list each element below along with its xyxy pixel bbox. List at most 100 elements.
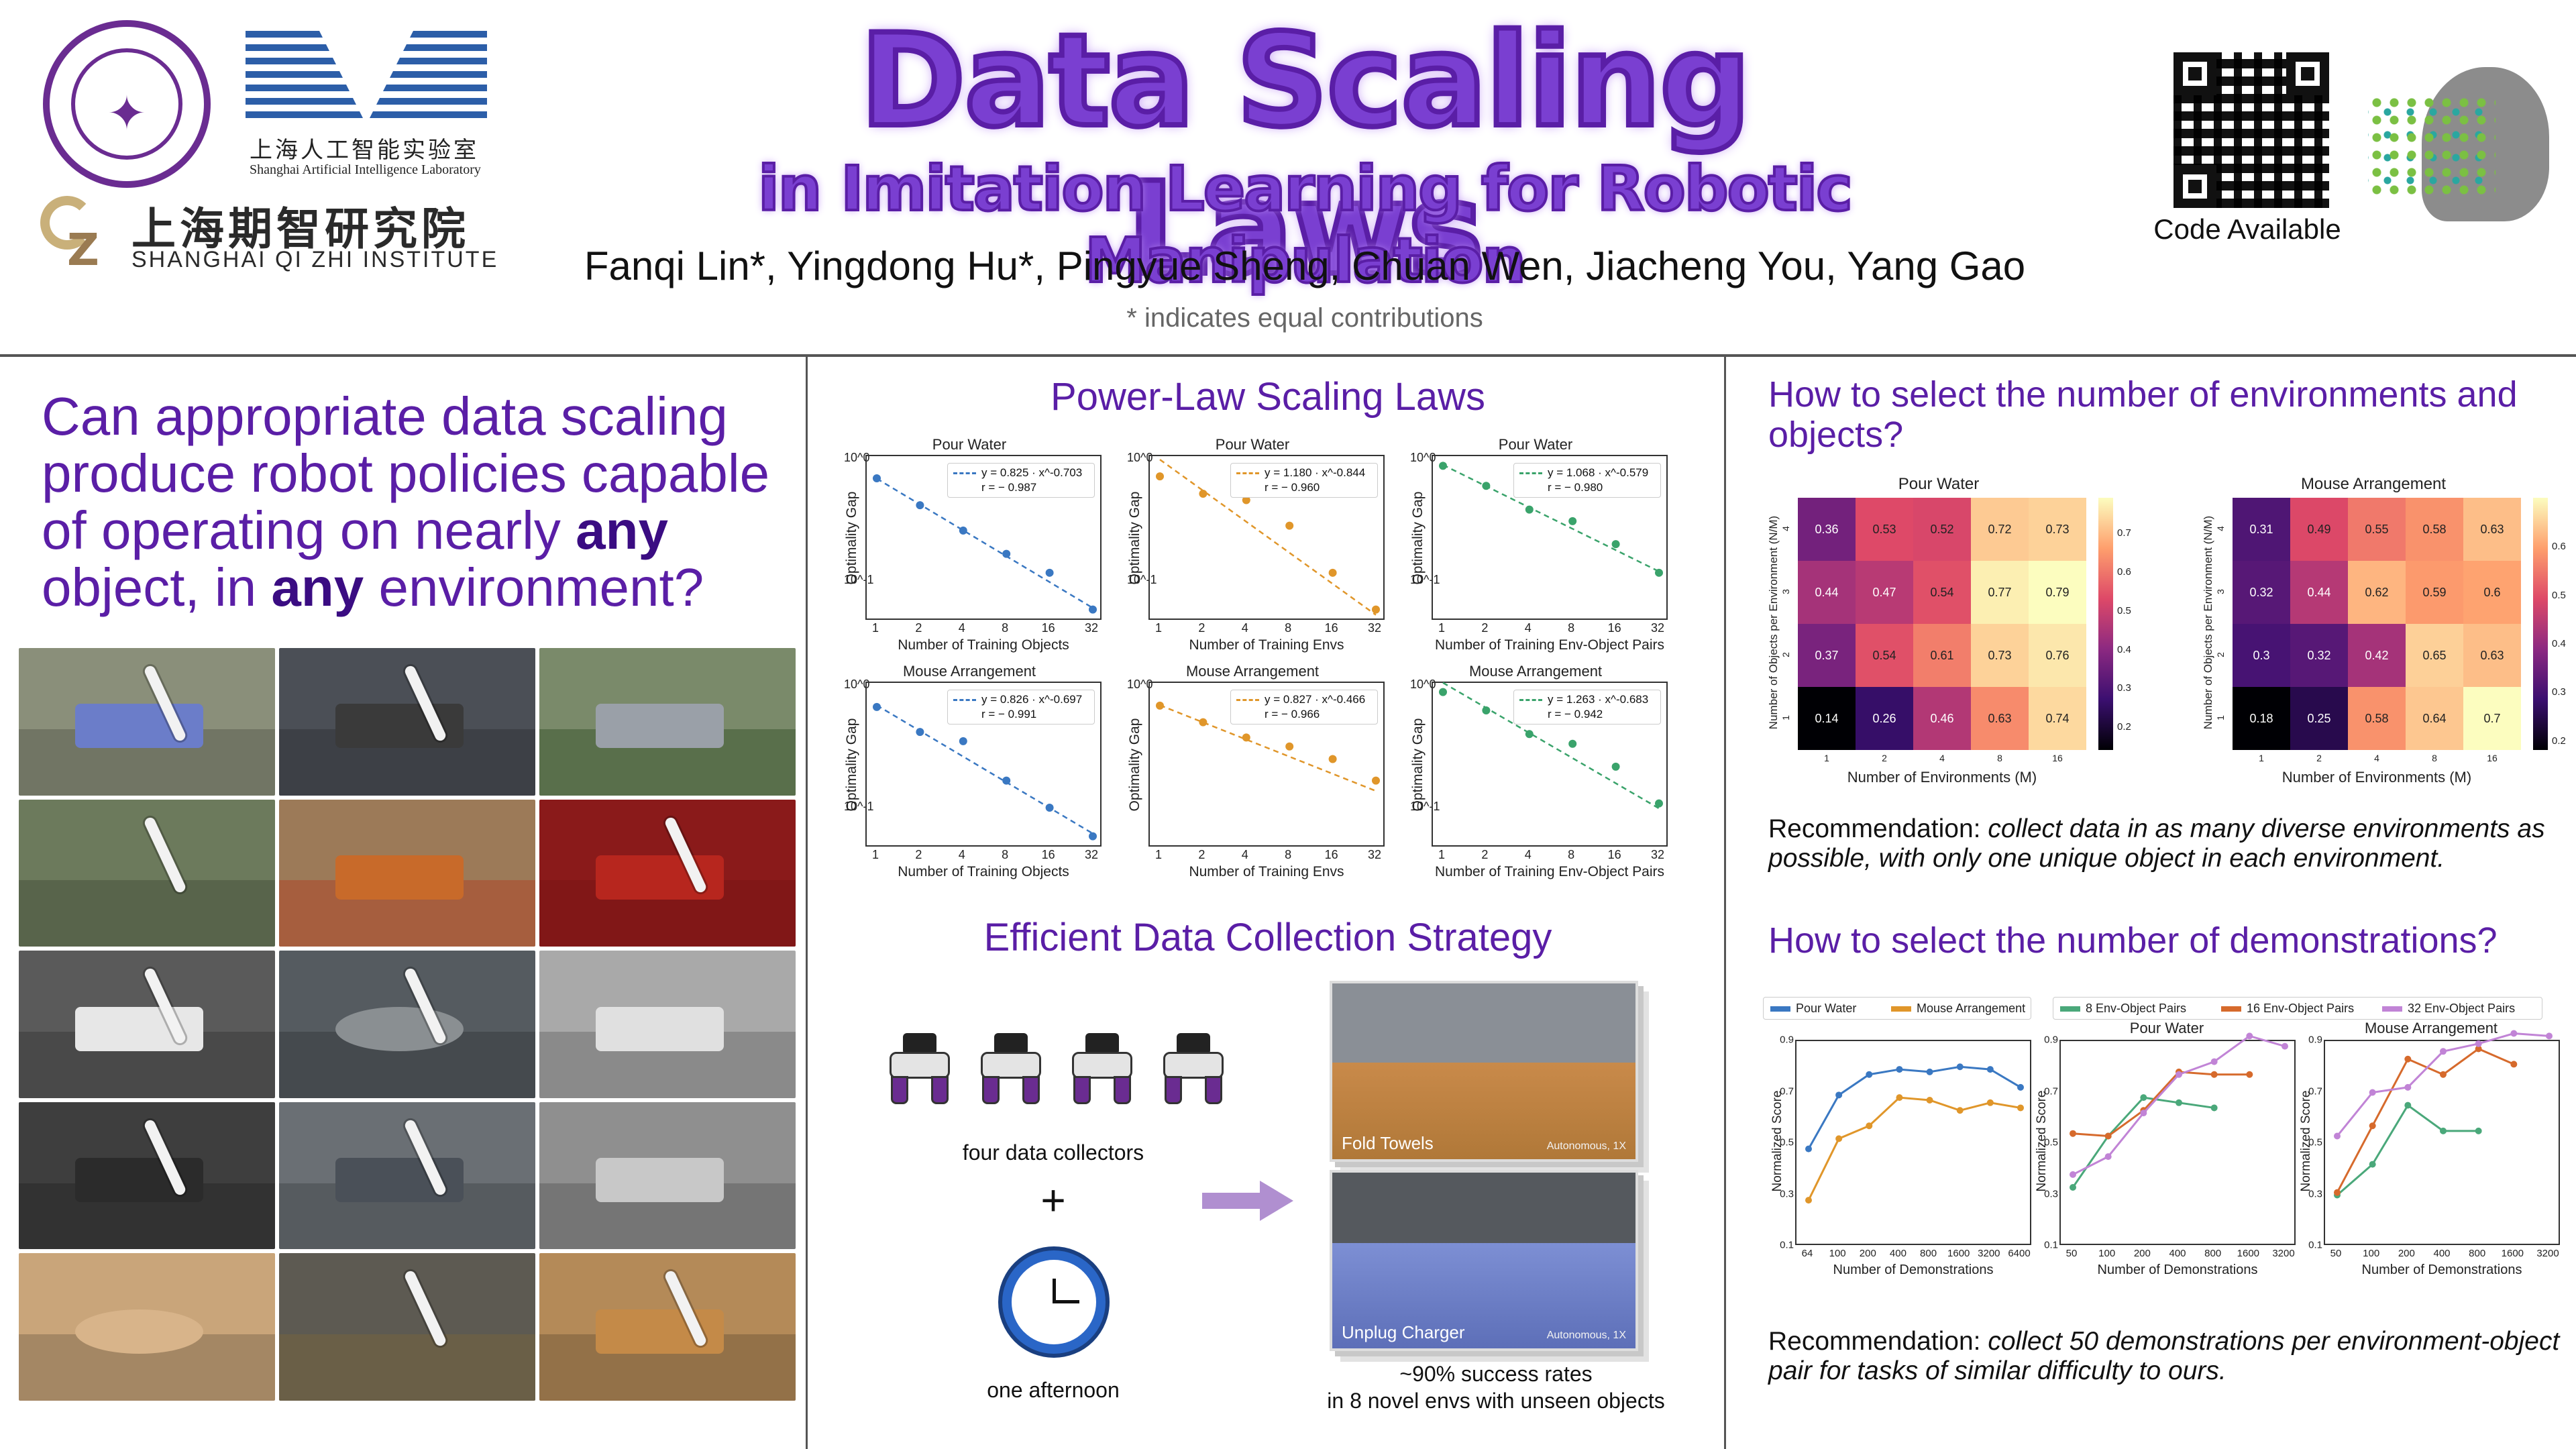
x-tick-label: 16: [1607, 848, 1621, 861]
clock-icon: [998, 1246, 1110, 1358]
data-point: [2475, 1040, 2482, 1047]
data-point: [2334, 1189, 2341, 1196]
data-point: [2282, 1042, 2288, 1050]
y-tick-label: 0.9: [1780, 1034, 1794, 1046]
author-list: Fanqi Lin*, Yingdong Hu*, Pingyue Sheng,…: [584, 244, 2026, 288]
photo-garden: [539, 648, 796, 796]
plot-axes: [1795, 1040, 2031, 1245]
y-tick-label: 0.7: [2308, 1085, 2322, 1097]
x-axis-label: Number of Environments (M): [2282, 769, 2472, 786]
colorbar-tick-label: 0.7: [2117, 527, 2131, 539]
y-ticks: 0.9 0.7 0.5 0.3 0.1: [2304, 1034, 2322, 1251]
x-tick-label: 100: [2363, 1248, 2380, 1259]
x-ticks: 1 2 4 8 16: [1798, 753, 2086, 766]
data-point: [2334, 1132, 2341, 1140]
qizhi-logo: Z: [40, 196, 110, 276]
series-line: [2072, 1071, 2250, 1138]
y-tick-label: 1: [1780, 715, 1791, 720]
x-tick-label: 1: [1155, 621, 1163, 635]
legend-swatch: [2382, 1006, 2402, 1012]
y-tick-label: 0.1: [2308, 1239, 2322, 1251]
fit-correlation: r = − 0.987: [981, 481, 1037, 494]
y-tick-label: 2: [1780, 652, 1791, 657]
x-tick-label: 8: [1997, 753, 2002, 763]
x-ticks: 1 2 4 8 16 32: [1148, 848, 1385, 863]
data-point: [1089, 832, 1097, 841]
legend-dash: [1519, 699, 1542, 701]
qr-code[interactable]: [2174, 52, 2329, 208]
data-point: [1896, 1066, 1903, 1073]
demos-question: How to select the number of demonstratio…: [1768, 920, 2498, 961]
video-fold-towels[interactable]: Fold Towels Autonomous, 1X: [1330, 981, 1638, 1162]
x-tick-label: 1: [1438, 621, 1446, 635]
x-tick-label: 4: [958, 848, 965, 861]
data-point: [2440, 1048, 2447, 1055]
power-law-plot: Pour Water Optimality Gap 10^0 10^-1 y = 0.8…: [832, 436, 1107, 653]
data-point: [1045, 804, 1054, 812]
data-point: [1328, 568, 1337, 577]
x-tick-label: 2: [1481, 848, 1489, 861]
heatmap: Mouse Arrangement 0.31 0.49 0.55 0.58 0.63 0.3…: [2192, 475, 2566, 790]
x-tick-label: 800: [2469, 1248, 2486, 1259]
x-tick-label: 8: [1002, 621, 1009, 635]
y-tick-label: 2: [2214, 652, 2226, 657]
data-point: [1045, 568, 1054, 577]
heatmap-cell: 0.63: [2463, 624, 2521, 687]
data-point: [2369, 1161, 2376, 1168]
x-tick-label: 32: [1650, 621, 1665, 635]
photo-wood-chairs: [19, 1253, 275, 1401]
y-axis-label: Optimality Gap: [1127, 718, 1142, 812]
x-tick-label: 50: [2065, 1248, 2078, 1259]
x-tick-label: 2: [1198, 848, 1205, 861]
x-tick-label: 16: [1041, 848, 1055, 861]
x-axis-label: Number of Environments (M): [1847, 769, 2037, 786]
data-point: [1525, 730, 1534, 739]
heatmap-cell: 0.53: [1856, 498, 1913, 561]
column-divider-2: [1724, 357, 1726, 1449]
fit-correlation: r = − 0.980: [1548, 481, 1603, 494]
series-line: [2336, 1047, 2514, 1193]
x-tick-label: 6400: [2008, 1248, 2031, 1259]
data-point: [1835, 1091, 1843, 1099]
gripper-icon: [1157, 1033, 1230, 1107]
legend-pairs: 8 Env-Object Pairs 16 Env-Object Pairs 3…: [2053, 997, 2542, 1020]
x-tick-label: 3200: [2272, 1248, 2295, 1259]
x-tick-label: 1: [2259, 753, 2264, 763]
gripper-icon: [1065, 1033, 1139, 1107]
x-tick-label: 8: [1568, 848, 1575, 861]
heatmap-cell: 0.52: [1913, 498, 1971, 561]
x-ticks: 50 100 200 400 800 1600 3200: [2324, 1248, 2560, 1261]
heatmap-cell: 0.42: [2348, 624, 2406, 687]
fit-line: [876, 478, 1093, 609]
data-point: [1568, 739, 1577, 748]
x-ticks: 1 2 4 8 16 32: [1148, 621, 1385, 636]
plot-axes: y = 0.827 · x^-0.466 r = − 0.966: [1148, 682, 1385, 847]
y-tick-label: 0.9: [2044, 1034, 2058, 1046]
scatter-svg: [1156, 459, 1380, 616]
x-tick-label: 2: [1882, 753, 1887, 763]
colorbar: [2533, 498, 2548, 750]
data-point: [2404, 1055, 2412, 1063]
data-point: [1986, 1066, 1994, 1073]
colorbar: [2098, 498, 2113, 750]
x-tick-label: 1: [871, 848, 879, 861]
y-axis-label: Number of Objects per Environment (N/M): [2202, 515, 2214, 730]
y-tick-label: 0.5: [2044, 1136, 2058, 1148]
header-divider: [0, 354, 2576, 357]
y-ticks: 0.9 0.7 0.5 0.3 0.1: [2039, 1034, 2058, 1251]
shanghai-ai-lab-en: Shanghai Artificial Intelligence Laborat…: [250, 162, 481, 177]
legend-dash: [953, 472, 976, 474]
video-unplug-charger[interactable]: Unplug Charger Autonomous, 1X: [1330, 1170, 1638, 1351]
gripper-icon: [974, 1033, 1048, 1107]
x-tick-label: 2: [915, 621, 922, 635]
data-point: [2104, 1132, 2112, 1140]
data-point: [2369, 1089, 2376, 1096]
heatmap-cell: 0.64: [2406, 687, 2463, 750]
fit-equation: y = 0.825 · x^-0.703: [981, 466, 1083, 479]
photo-towel-table: [19, 648, 275, 796]
y-axis-label: Normalized Score: [1770, 1090, 1784, 1192]
y-tick-label: 10^0: [1410, 451, 1436, 464]
line-plot: Mouse Arrangement 50 100 200 400 800 1600 3200 0…: [2297, 1020, 2565, 1288]
data-point: [2140, 1110, 2147, 1117]
heatmap-cell: 0.63: [2463, 498, 2521, 561]
